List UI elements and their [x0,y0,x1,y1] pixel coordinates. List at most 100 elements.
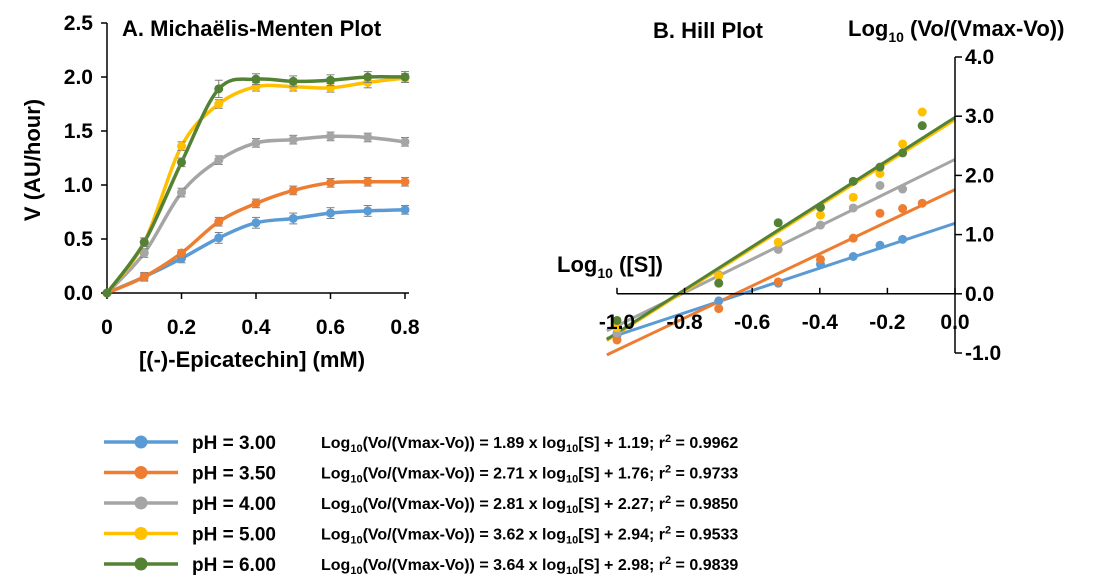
legend: pH = 3.00 Log10(Vo/(Vmax-Vo)) = 1.89 x lo… [104,433,738,577]
legend-ph-label: pH = 4.00 [192,494,276,515]
hill-x-tick-label: -0.4 [802,311,839,334]
legend-equation-part: 10 [350,535,362,547]
mm-data-point [139,248,149,258]
mm-data-point [400,72,410,82]
legend-equation-part: 2 [665,494,671,506]
hill-data-point [815,202,825,212]
hill-data-point [848,203,858,213]
hill-data-point [714,304,724,314]
hill-data-point [612,315,622,325]
mm-data-point [288,76,298,86]
mm-data-point [139,272,149,282]
mm-data-point [251,218,261,228]
legend-equation-part: = 0.9839 [671,557,738,574]
mm-data-point [363,206,373,216]
hill-y-axis-label: Log10 (Vo/(Vmax-Vo)) [848,16,1064,45]
legend-equation-part: 2 [665,555,671,567]
hill-y-label-log: Log [848,16,888,41]
mm-x-tick-label: 0.8 [390,316,420,339]
mm-data-point [400,137,410,147]
legend-equation-part: = 0.9533 [671,527,738,544]
hill-fit-line [606,188,956,357]
hill-y-tick-label: 0.0 [965,283,994,306]
legend-equation-part: 2 [665,433,671,445]
hill-y-label-sub: 10 [888,29,904,45]
mm-data-point [288,185,298,195]
legend-equation: Log10(Vo/(Vmax-Vo)) = 3.62 x log10[S] + … [321,525,738,547]
hill-x-label-rest: ([S]) [613,252,663,277]
legend-ph-label: pH = 3.50 [192,464,276,485]
legend-marker [134,466,148,479]
mm-plot-title: A. Michaëlis-Menten Plot [122,16,382,41]
legend-marker [134,527,148,540]
hill-data-point [875,240,885,250]
legend-marker [134,496,148,510]
mm-data-point [288,135,298,145]
hill-data-point [848,252,858,262]
mm-series-line [105,76,406,295]
hill-data-point [815,210,825,220]
mm-data-point [214,155,224,165]
hill-fit-line [606,116,956,341]
mm-data-point [400,177,410,187]
mm-series-line [106,179,406,295]
hill-data-point [848,233,858,243]
legend-marker [134,557,148,571]
legend-equation-part: [S] + 1.76; r [578,466,665,483]
hill-plot-title: B. Hill Plot [653,18,764,43]
hill-x-tick-label: 0.0 [940,311,969,334]
legend-ph-label: pH = 6.00 [192,555,276,576]
mm-y-tick-label: 0.0 [64,282,93,305]
legend-equation: Log10(Vo/(Vmax-Vo)) = 3.64 x log10[S] + … [321,555,738,577]
hill-x-tick-label: -0.6 [734,311,770,334]
hill-data-point [898,148,908,158]
hill-data-point [714,278,724,288]
mm-data-point [251,138,261,148]
hill-data-point [917,121,927,131]
hill-data-point [917,107,927,117]
mm-data-point [214,99,224,109]
hill-y-tick-label: -1.0 [965,342,1001,365]
hill-x-tick-label: -1.0 [599,311,635,334]
mm-x-tick-label: 0.6 [316,316,345,339]
hill-y-tick-label: 4.0 [965,46,994,69]
hill-data-point [898,204,908,214]
legend-marker [134,435,148,449]
mm-data-point [363,177,373,187]
legend-equation-part: 2 [665,464,671,476]
mm-data-point [177,188,186,198]
legend-equation-part: 10 [350,565,362,577]
mm-y-axis-label: V (AU/hour) [20,99,45,221]
mm-data-point [326,131,335,141]
legend-equation-part: Log [321,466,350,483]
mm-data-point [214,217,224,227]
mm-x-tick-label: 0.2 [167,316,196,339]
legend-equation-part: (Vo/(Vmax-Vo)) = 3.64 x log [363,557,566,574]
hill-x-label-sub: 10 [597,265,613,281]
hill-data-point [815,254,825,264]
hill-data-point [773,277,783,287]
hill-plot-area: -1.0 0.0 1.0 2.0 3.0 4.0 -1.0 -0.8 -0.6 -0.4 -0.2 0… [599,46,1001,365]
mm-data-point [251,198,261,208]
hill-data-point [875,162,885,172]
legend-equation-part: 10 [566,443,578,455]
hill-y-tick-label: 3.0 [965,105,994,128]
mm-data-point [139,237,149,247]
hill-data-point [714,296,724,306]
legend-equation-part: (Vo/(Vmax-Vo)) = 1.89 x log [363,435,566,452]
mm-data-point [251,74,261,84]
hill-data-point [875,169,885,179]
hill-data-point [898,184,908,194]
mm-y-tick-label: 2.0 [64,66,93,89]
mm-y-tick-label: 2.5 [64,12,94,35]
hill-data-point [612,323,622,333]
legend-equation: Log10(Vo/(Vmax-Vo)) = 1.89 x log10[S] + … [321,433,738,455]
legend-equation-part: [S] + 2.27; r [578,496,665,513]
mm-data-point [363,132,373,142]
hill-x-label-log: Log [557,252,597,277]
mm-y-tick-label: 1.5 [64,120,94,143]
mm-x-tick-label: 0.4 [241,316,271,339]
mm-data-point [326,208,335,218]
hill-x-tick-label: -0.2 [869,311,905,334]
